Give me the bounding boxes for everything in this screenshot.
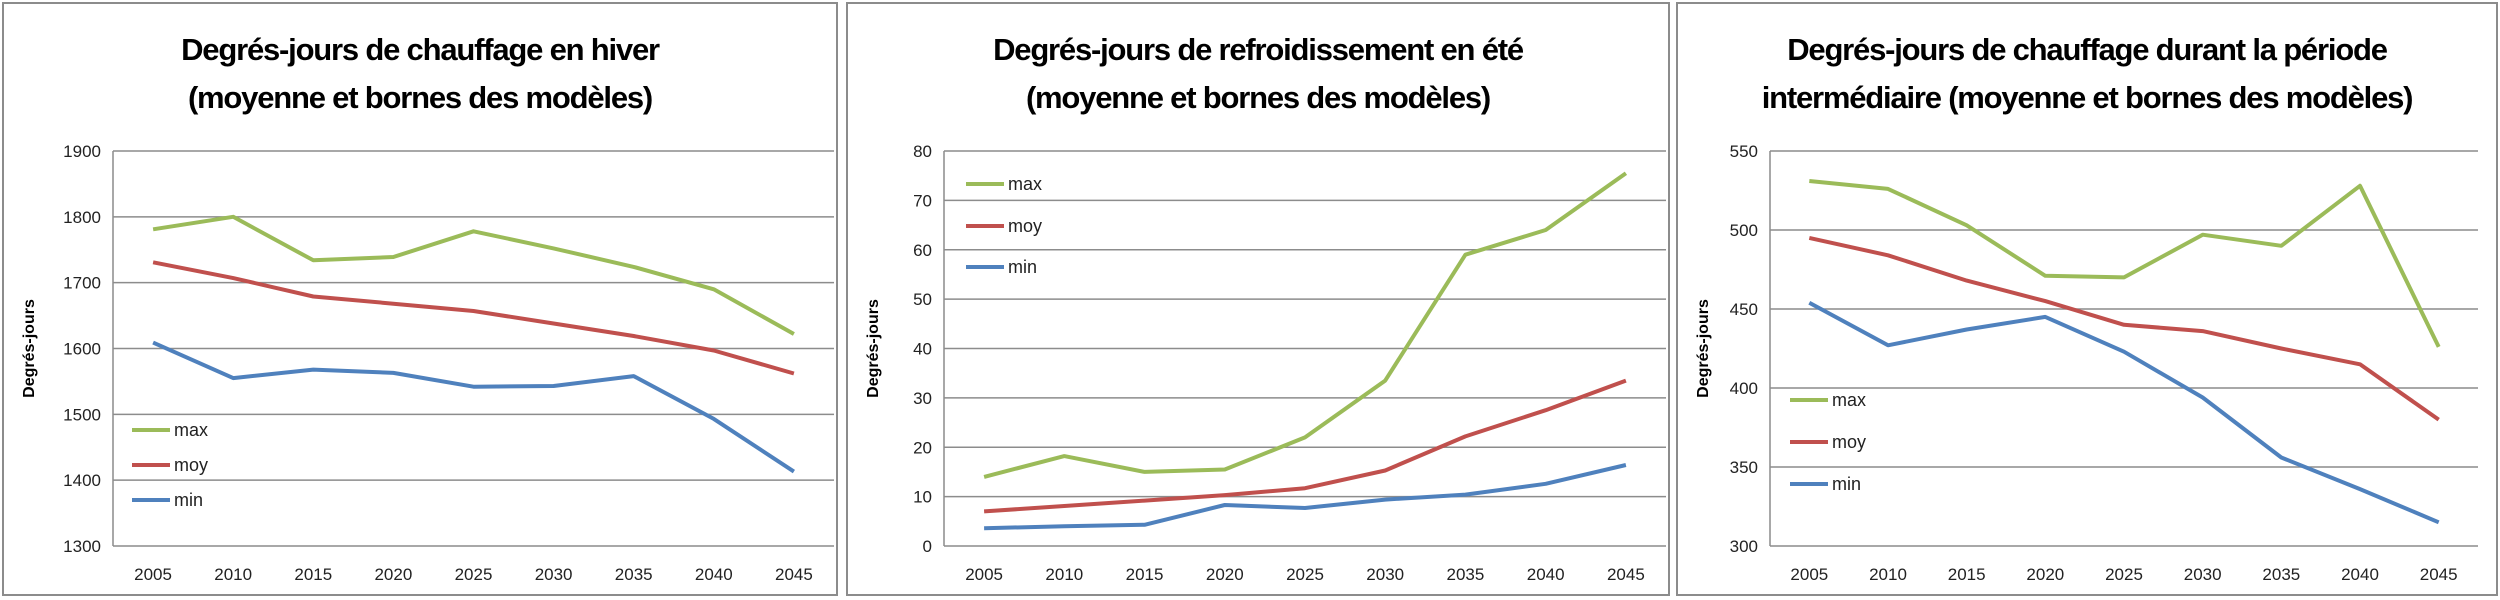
chart-title: Degrés-jours de refroidissement en été (… [848,26,1668,122]
y-tick-label: 1700 [63,274,101,293]
chart-panel-summer-cooling: Degrés-jours de refroidissement en été (… [846,2,1670,596]
chart-panel-winter-heating: Degrés-jours de chauffage en hiver (moye… [2,2,838,596]
legend-label-max: max [1008,174,1042,194]
x-tick-label: 2030 [2184,565,2222,584]
y-tick-label: 80 [913,142,932,161]
x-tick-label: 2045 [2420,565,2458,584]
y-tick-label: 30 [913,389,932,408]
x-tick-label: 2040 [2341,565,2379,584]
x-tick-label: 2020 [2026,565,2064,584]
x-tick-label: 2035 [1447,565,1485,584]
chart-title-line-2: (moyenne et bornes des modèles) [1025,80,1491,115]
legend-label-moy: moy [1832,432,1866,452]
chart-title-line-2: (moyenne et bornes des modèles) [187,80,653,115]
legend-label-min: min [174,490,203,510]
x-tick-label: 2005 [1790,565,1828,584]
y-tick-label: 1800 [63,208,101,227]
y-tick-label: 0 [923,537,932,556]
x-tick-label: 2025 [455,565,493,584]
x-tick-label: 2010 [214,565,252,584]
x-tick-label: 2035 [615,565,653,584]
x-tick-label: 2020 [1206,565,1244,584]
x-tick-label: 2020 [374,565,412,584]
y-axis-label: Degrés-jours [1695,299,1712,398]
chart-title-line-2: intermédiaire (moyenne et bornes des mod… [1761,80,2414,115]
x-tick-label: 2015 [294,565,332,584]
x-tick-label: 2010 [1045,565,1083,584]
y-tick-label: 40 [913,340,932,359]
x-tick-label: 2015 [1126,565,1164,584]
y-tick-label: 400 [1730,379,1758,398]
y-tick-label: 60 [913,241,932,260]
y-tick-label: 500 [1730,221,1758,240]
y-tick-label: 10 [913,488,932,507]
legend-label-max: max [174,420,208,440]
legend-label-max: max [1832,390,1866,410]
y-tick-label: 450 [1730,300,1758,319]
series-line-max [1809,179,2441,348]
x-tick-label: 2040 [695,565,733,584]
chart-panel-intermediate-heating: Degrés-jours de chauffage durant la péri… [1676,2,2498,596]
y-tick-label: 550 [1730,142,1758,161]
chart-title: Degrés-jours de chauffage en hiver (moye… [4,26,836,122]
x-tick-label: 2045 [1607,565,1645,584]
chart-title: Degrés-jours de chauffage durant la péri… [1678,26,2496,122]
y-tick-label: 20 [913,438,932,457]
series-line-min [984,463,1627,531]
x-tick-label: 2025 [1286,565,1324,584]
legend-label-min: min [1008,257,1037,277]
x-tick-label: 2015 [1948,565,1986,584]
x-tick-label: 2040 [1527,565,1565,584]
legend-label-moy: moy [1008,216,1042,236]
series-line-max [152,214,795,336]
series-line-moy [983,378,1627,514]
chart-svg: 1300 1400 1500 1600 1700 1800 1900 2005 2010 2015… [21,142,834,584]
series-line-min [152,340,795,474]
series-line-moy [1808,235,2440,422]
x-tick-label: 2035 [2262,565,2300,584]
legend-label-min: min [1832,474,1861,494]
x-tick-label: 2030 [1366,565,1404,584]
x-tick-label: 2045 [775,565,813,584]
series-line-max [983,171,1628,479]
x-tick-label: 2010 [1869,565,1907,584]
y-tick-label: 1600 [63,340,101,359]
chart-title-line-1: Degrés-jours de chauffage durant la péri… [1787,32,2388,67]
chart-svg: 300 350 400 450 500 550 2005 2010 2015 2020 2025 20… [1695,142,2478,584]
y-tick-label: 1300 [63,537,101,556]
y-tick-label: 1400 [63,471,101,490]
series-line-moy [152,260,795,376]
chart-title-line-1: Degrés-jours de chauffage en hiver [181,32,660,67]
y-tick-label: 1500 [63,405,101,424]
x-tick-label: 2005 [134,565,172,584]
y-tick-label: 350 [1730,458,1758,477]
x-tick-label: 2025 [2105,565,2143,584]
y-tick-label: 50 [913,290,932,309]
y-axis-label: Degrés-jours [865,299,882,398]
y-axis-label: Degrés-jours [21,299,38,398]
x-tick-label: 2030 [535,565,573,584]
series-line-min [1808,300,2440,525]
legend-label-moy: moy [174,455,208,475]
y-tick-label: 300 [1730,537,1758,556]
y-tick-label: 1900 [63,142,101,161]
y-tick-label: 70 [913,191,932,210]
chart-title-line-1: Degrés-jours de refroidissement en été [993,32,1524,67]
x-tick-label: 2005 [965,565,1003,584]
